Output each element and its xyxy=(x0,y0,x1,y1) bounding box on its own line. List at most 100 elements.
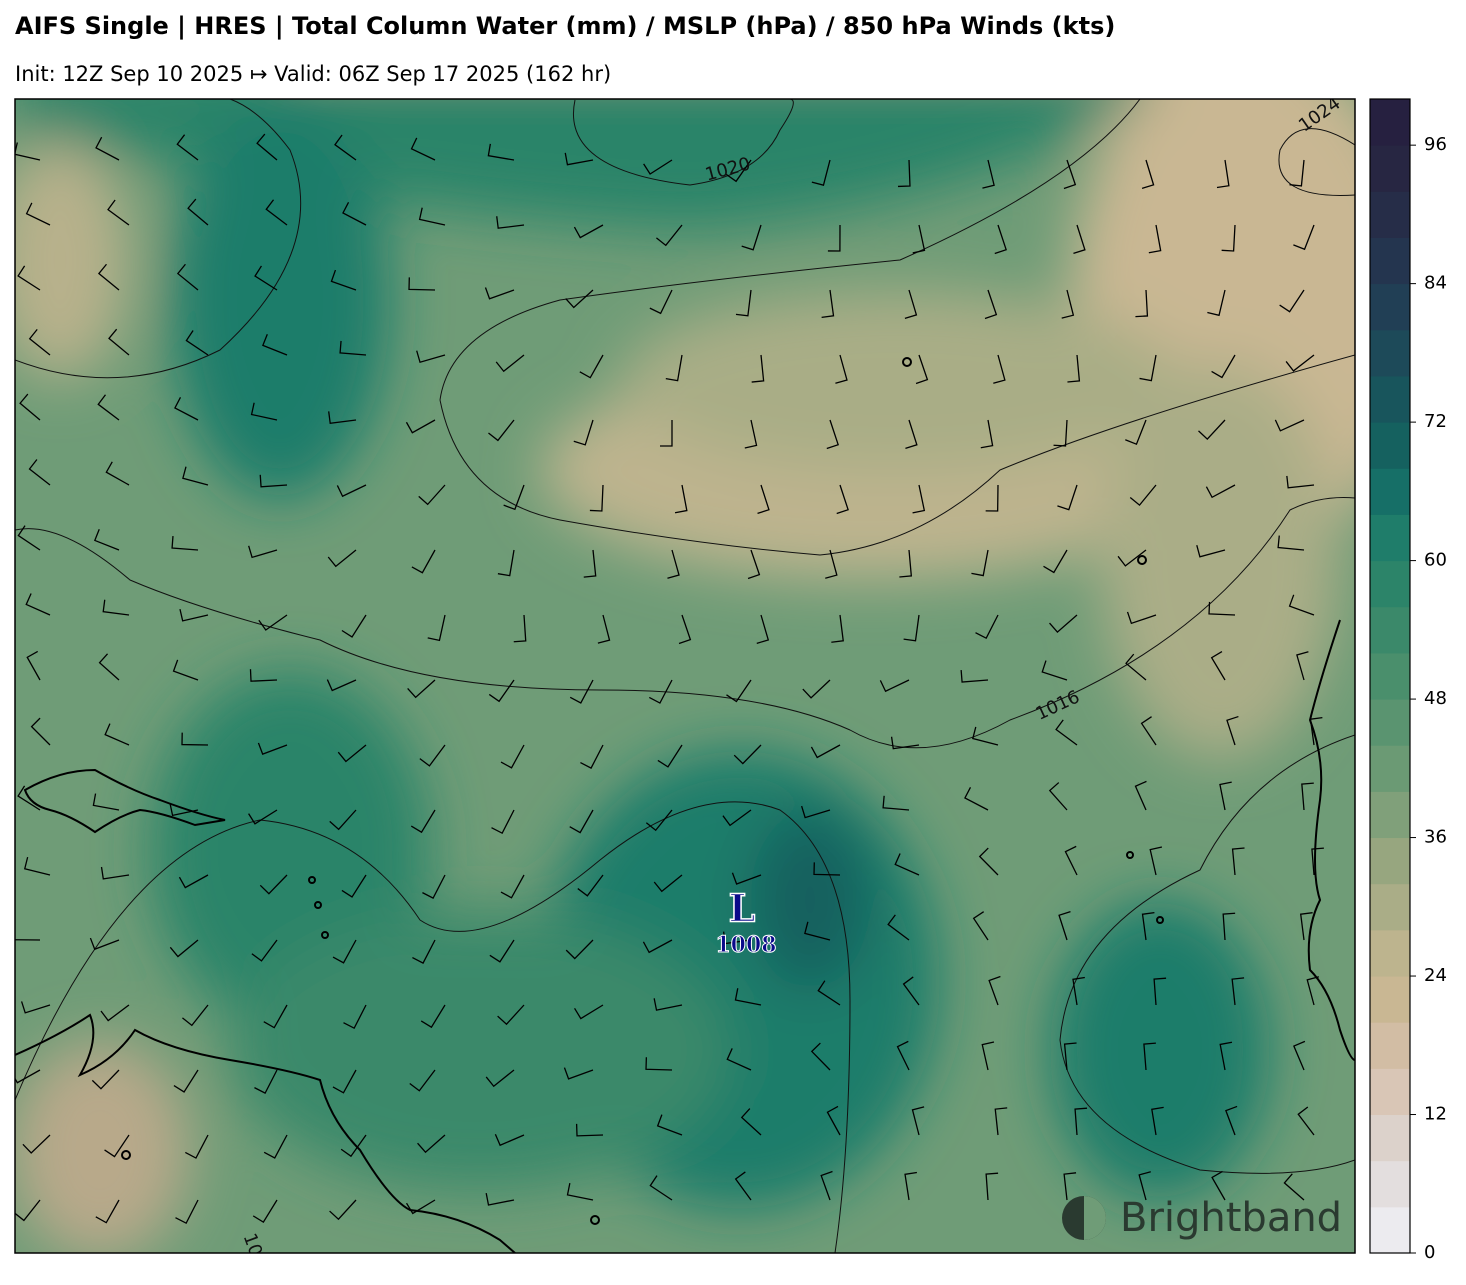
wind-barb xyxy=(250,402,278,421)
wind-barb xyxy=(169,803,199,817)
wind-barb xyxy=(569,679,594,704)
wind-barb xyxy=(337,744,367,763)
wind-barb xyxy=(1211,1170,1226,1201)
wind-barb xyxy=(249,669,278,682)
wind-barb xyxy=(649,289,673,315)
colorbar-tick-label: 60 xyxy=(1424,550,1447,571)
wind-barb xyxy=(726,1048,752,1071)
wind-barb xyxy=(988,975,1001,1006)
wind-barb xyxy=(1207,289,1226,317)
wind-barb xyxy=(1134,780,1147,811)
wind-barb xyxy=(171,536,199,551)
colorbar-band xyxy=(1370,1068,1410,1116)
wind-barb xyxy=(108,328,130,356)
wind-barb xyxy=(821,289,835,319)
wind-barb xyxy=(811,159,831,186)
wind-barb xyxy=(912,484,926,514)
wind-barb xyxy=(1135,289,1149,318)
wind-barb xyxy=(801,805,831,819)
wind-barb xyxy=(1067,354,1081,383)
wind-barb xyxy=(1064,845,1078,876)
water-field xyxy=(15,99,1355,1253)
logo: Brightband xyxy=(1062,1195,1342,1241)
wind-barb xyxy=(817,980,841,1006)
wind-barb xyxy=(174,397,199,421)
wind-barb xyxy=(182,466,209,486)
wind-barb xyxy=(912,224,926,254)
wind-barb xyxy=(984,289,998,320)
wind-barb xyxy=(827,224,841,252)
coastlines xyxy=(15,357,1355,1253)
wind-barb xyxy=(1125,653,1147,681)
wind-barb xyxy=(1286,475,1315,489)
wind-barb xyxy=(1151,1106,1164,1136)
wind-barb xyxy=(975,614,999,640)
wind-barb xyxy=(1293,224,1315,251)
colorbar-band xyxy=(1370,422,1410,469)
wind-barb xyxy=(1063,1172,1077,1201)
wind-barb xyxy=(1058,910,1071,941)
wind-barb xyxy=(422,874,446,899)
wind-barb xyxy=(964,787,989,811)
wind-barb xyxy=(178,874,209,889)
wind-barb xyxy=(887,914,910,941)
wind-barb xyxy=(1301,782,1314,811)
wind-barb xyxy=(329,1199,357,1221)
wind-barb xyxy=(896,1040,910,1071)
wind-barb xyxy=(1196,545,1226,558)
colorbar-band xyxy=(1370,99,1410,146)
wind-barb xyxy=(1222,912,1236,941)
wind-barb xyxy=(173,1069,199,1093)
wind-barb xyxy=(485,1193,515,1206)
wind-barb xyxy=(330,269,357,291)
low-symbol: L xyxy=(729,886,756,931)
wind-barb xyxy=(804,921,831,941)
wind-barb xyxy=(565,939,594,960)
wind-barb xyxy=(565,289,594,309)
wind-barb xyxy=(418,484,446,506)
wind-barb xyxy=(985,484,999,512)
wind-barb xyxy=(176,134,199,161)
wind-barb xyxy=(1296,651,1309,681)
wind-barb xyxy=(583,549,597,578)
wind-barb xyxy=(649,1175,673,1201)
wind-barb xyxy=(574,1004,604,1020)
wind-barb xyxy=(1063,1042,1077,1071)
colorbar-band xyxy=(1370,191,1410,238)
wind-barb xyxy=(982,159,995,189)
wind-barb xyxy=(741,224,762,251)
colorbar-band xyxy=(1370,976,1410,1023)
wind-barb xyxy=(342,202,367,226)
wind-barb xyxy=(339,340,367,356)
wind-barb xyxy=(1283,1173,1305,1201)
wind-barb xyxy=(1043,549,1068,574)
wind-barb xyxy=(573,224,604,239)
wind-barb xyxy=(1225,1105,1238,1136)
wind-barb xyxy=(179,608,209,622)
wind-barb xyxy=(1049,614,1078,634)
wind-barb xyxy=(15,1069,41,1084)
wind-barb xyxy=(1299,912,1313,941)
wind-barb xyxy=(751,354,765,383)
wind-barb xyxy=(1311,847,1324,876)
wind-barb xyxy=(1198,419,1226,440)
wind-barb xyxy=(643,159,673,175)
wind-barb xyxy=(107,199,130,226)
wind-barb xyxy=(569,809,594,834)
colorbar-band xyxy=(1370,237,1410,285)
wind-barb xyxy=(258,614,288,631)
wind-barb xyxy=(15,142,41,161)
colorbar-band xyxy=(1370,560,1410,608)
colorbar: 0 12 24 36 48 60 72 84 96 xyxy=(1369,98,1447,1263)
wind-barb xyxy=(326,679,357,692)
logo-text: Brightband xyxy=(1120,1195,1342,1241)
colorbar-band xyxy=(1370,283,1410,331)
wind-barb xyxy=(740,1108,762,1136)
wind-barb xyxy=(678,614,692,645)
colorbar-tick-label: 12 xyxy=(1424,1104,1447,1125)
wind-barb xyxy=(263,1004,288,1029)
wind-barb xyxy=(95,1199,120,1224)
wind-barb xyxy=(579,354,604,379)
wind-barb xyxy=(903,614,920,642)
subtitle: Init: 12Z Sep 10 2025 ↦ Valid: 06Z Sep 1… xyxy=(15,62,611,86)
